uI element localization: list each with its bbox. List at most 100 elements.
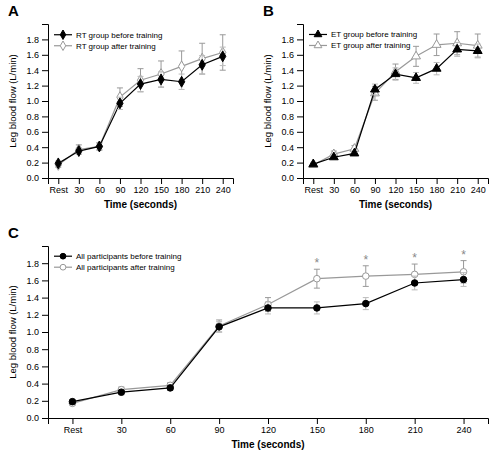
error-bar-cap — [216, 332, 222, 333]
tick-label: 120 — [133, 185, 148, 195]
error-bar-cap — [363, 297, 369, 298]
error-bar — [158, 61, 164, 87]
tick-mark — [297, 163, 303, 164]
tick-label: 60 — [95, 185, 105, 195]
axis-line — [42, 25, 49, 179]
tick-label: 1.4 — [26, 293, 39, 303]
y-tick: 0.8 — [26, 112, 48, 122]
error-bar — [363, 298, 369, 310]
tick-label: 240 — [216, 185, 231, 195]
series — [55, 35, 226, 171]
legend-entry: RT group after training — [54, 41, 156, 51]
tick-mark — [42, 70, 48, 71]
tick-mark — [42, 332, 48, 333]
marker — [55, 158, 61, 169]
tick-label: 120 — [261, 425, 276, 435]
tick-mark — [42, 263, 48, 264]
tick-mark — [42, 366, 48, 367]
error-bar-cap — [216, 321, 222, 322]
error-bar-cap — [179, 50, 185, 51]
error-bar-cap — [412, 276, 418, 277]
legend-marker — [314, 30, 322, 37]
y-tick: 1.2 — [281, 81, 303, 91]
y-tick: 0.2 — [26, 396, 48, 406]
x-tick: 210 — [450, 178, 465, 195]
error-bar — [363, 266, 369, 287]
axis-line — [49, 179, 234, 185]
series — [55, 47, 226, 169]
marker — [309, 159, 318, 167]
x-tick: 30 — [329, 178, 339, 195]
y-tick: 0.4 — [26, 143, 48, 153]
legend-marker — [314, 41, 322, 48]
error-bar-cap — [265, 301, 271, 302]
y-axis-title: Leg blood flow (L/min) — [7, 54, 18, 147]
tick-mark — [297, 55, 303, 56]
error-bar — [265, 298, 271, 312]
x-tick: Rest — [50, 178, 69, 195]
error-bar-cap — [475, 57, 481, 58]
x-axis: Rest306090120150180210240 — [49, 178, 234, 195]
error-bar-cap — [434, 34, 440, 35]
tick-label: 0.8 — [26, 345, 39, 355]
error-bar-cap — [372, 94, 378, 95]
y-tick: 1.8 — [26, 35, 48, 45]
y-tick: 1.8 — [26, 259, 48, 269]
tick-label: 30 — [329, 185, 339, 195]
error-bar-cap — [158, 71, 164, 72]
tick-mark — [42, 132, 48, 133]
marker — [76, 146, 82, 157]
tick-label: 120 — [388, 185, 403, 195]
annotation: * — [461, 248, 466, 262]
error-bar-cap — [475, 44, 481, 45]
marker — [453, 44, 462, 52]
x-tick: 240 — [471, 178, 486, 195]
marker — [350, 148, 359, 156]
x-tick: 210 — [195, 178, 210, 195]
x-axis-title: Time (seconds) — [104, 199, 177, 210]
tick-label: 180 — [175, 185, 190, 195]
y-tick: 1.4 — [26, 293, 48, 303]
error-bar-cap — [475, 34, 481, 35]
x-tick: 180 — [359, 418, 374, 435]
tick-label: 90 — [115, 185, 125, 195]
error-bar — [314, 269, 320, 288]
marker — [473, 46, 482, 54]
x-tick: 90 — [370, 178, 380, 195]
tick-label: 0.0 — [26, 413, 39, 423]
x-tick: 90 — [215, 418, 225, 435]
tick-label: 210 — [408, 425, 423, 435]
x-tick: 30 — [117, 418, 127, 435]
marker — [411, 280, 418, 287]
legend-entry: ET group before training — [309, 30, 417, 39]
legend-marker — [60, 264, 66, 270]
tick-mark — [42, 147, 48, 148]
tick-label: 210 — [195, 185, 210, 195]
axis-line — [49, 419, 489, 425]
tick-mark — [182, 178, 183, 184]
error-bar — [199, 43, 205, 74]
error-bar-cap — [199, 43, 205, 44]
tick-mark — [42, 384, 48, 385]
tick-mark — [42, 418, 48, 419]
series-line — [58, 56, 222, 163]
marker — [220, 51, 226, 62]
series — [69, 261, 467, 407]
tick-mark — [42, 101, 48, 102]
tick-label: 60 — [166, 425, 176, 435]
error-bar-cap — [138, 76, 144, 77]
annotation: * — [315, 256, 320, 270]
error-bar — [412, 276, 418, 290]
tick-label: 240 — [471, 185, 486, 195]
x-axis: Rest306090120150180210240 — [49, 418, 489, 435]
error-bar-cap — [220, 47, 226, 48]
tick-mark — [297, 116, 303, 117]
tick-mark — [297, 70, 303, 71]
error-bar — [461, 273, 467, 287]
tick-label: 1.6 — [26, 276, 39, 286]
tick-label: 30 — [117, 425, 127, 435]
error-bar-cap — [363, 309, 369, 310]
error-bar-cap — [413, 83, 419, 84]
panel-label: A — [8, 2, 19, 19]
error-bar-cap — [413, 66, 419, 67]
